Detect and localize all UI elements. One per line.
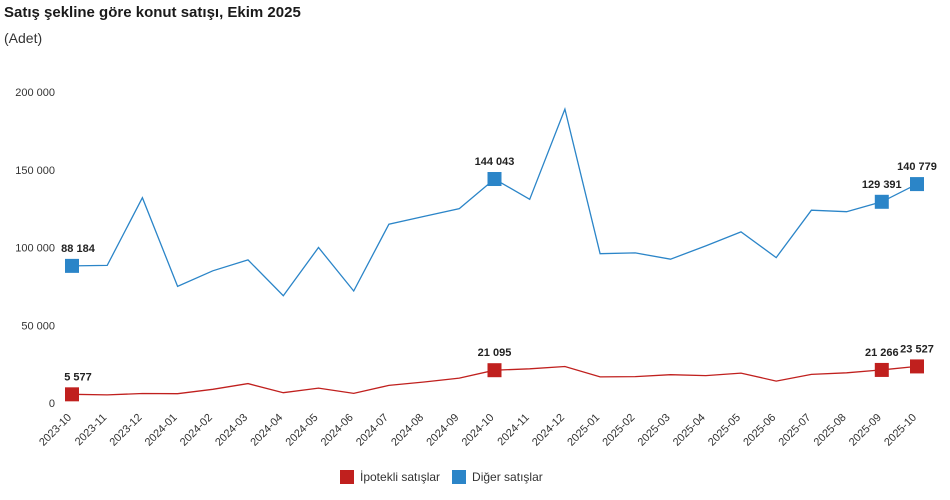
legend-label-mortgage: İpotekli satışlar [360, 470, 441, 484]
x-tick-label: 2025-02 [600, 412, 637, 449]
data-marker [874, 194, 889, 209]
x-tick-label: 2024-06 [319, 412, 356, 449]
series-line-1 [71, 106, 918, 297]
x-tick-label: 2024-10 [460, 412, 497, 449]
x-tick-label: 2025-07 [776, 412, 813, 449]
data-marker [874, 362, 889, 377]
data-label: 5 577 [64, 371, 92, 383]
x-tick-label: 2023-12 [108, 412, 145, 449]
chart-subtitle: (Adet) [4, 30, 43, 46]
x-tick-label: 2025-10 [882, 412, 919, 449]
x-tick-label: 2025-03 [636, 412, 673, 449]
data-marker [910, 177, 924, 192]
x-tick-label: 2025-01 [565, 412, 602, 449]
x-tick-label: 2025-04 [671, 412, 708, 449]
x-tick-label: 2024-01 [143, 412, 180, 449]
y-tick-label: 50 000 [21, 320, 55, 332]
x-tick-label: 2025-06 [741, 412, 778, 449]
x-tick-label: 2023-10 [37, 412, 74, 449]
x-tick-label: 2025-08 [812, 412, 849, 449]
y-tick-label: 0 [49, 398, 55, 410]
x-tick-label: 2023-11 [73, 412, 109, 448]
legend-swatch-other [452, 470, 467, 484]
chart-title: Satış şekline göre konut satışı, Ekim 20… [4, 4, 301, 21]
legend-label-other: Diğer satışlar [472, 470, 543, 484]
data-marker [65, 258, 79, 273]
data-label: 21 266 [865, 347, 899, 359]
x-tick-label: 2024-05 [284, 412, 321, 449]
y-tick-label: 150 000 [15, 165, 55, 177]
legend-swatch-mortgage [340, 470, 354, 484]
x-tick-label: 2025-09 [847, 412, 884, 449]
chart-legend: İpotekli satışlar Diğer satışlar [340, 470, 543, 484]
x-tick-label: 2024-08 [389, 412, 426, 449]
x-tick-label: 2025-05 [706, 412, 743, 449]
data-label: 129 391 [862, 179, 902, 191]
y-tick-label: 200 000 [15, 87, 55, 99]
x-tick-label: 2024-04 [248, 412, 285, 449]
x-tick-label: 2024-07 [354, 412, 391, 449]
x-tick-label: 2024-03 [213, 412, 250, 449]
legend-item-other[interactable]: Diğer satışlar [452, 470, 543, 484]
x-tick-label: 2024-09 [424, 412, 461, 449]
data-marker [487, 363, 502, 378]
data-label: 140 779 [897, 161, 937, 173]
x-tick-label: 2024-02 [178, 412, 215, 449]
data-label: 88 184 [61, 243, 96, 255]
x-tick-label: 2024-12 [530, 412, 567, 449]
data-marker [910, 359, 924, 374]
legend-item-mortgage[interactable]: İpotekli satışlar [340, 470, 440, 484]
data-label: 23 527 [900, 343, 934, 355]
data-marker [487, 172, 502, 187]
data-marker [65, 387, 79, 402]
x-tick-label: 2024-11 [495, 412, 531, 448]
y-tick-label: 100 000 [15, 243, 55, 255]
data-label: 21 095 [478, 347, 512, 359]
data-label: 144 043 [475, 156, 515, 168]
